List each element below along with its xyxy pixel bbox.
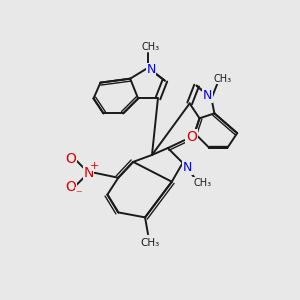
Text: +: + [90, 161, 99, 171]
Text: O: O [65, 180, 76, 194]
Text: CH₃: CH₃ [140, 238, 160, 248]
Text: O: O [65, 152, 76, 166]
Text: CH₃: CH₃ [213, 74, 231, 84]
Text: CH₃: CH₃ [194, 178, 211, 188]
Text: O: O [186, 130, 197, 144]
Text: ⁻: ⁻ [75, 188, 82, 201]
Text: N: N [83, 166, 94, 180]
Text: N: N [146, 63, 156, 76]
Text: N: N [183, 161, 192, 174]
Text: N: N [203, 89, 212, 102]
Text: CH₃: CH₃ [142, 42, 160, 52]
